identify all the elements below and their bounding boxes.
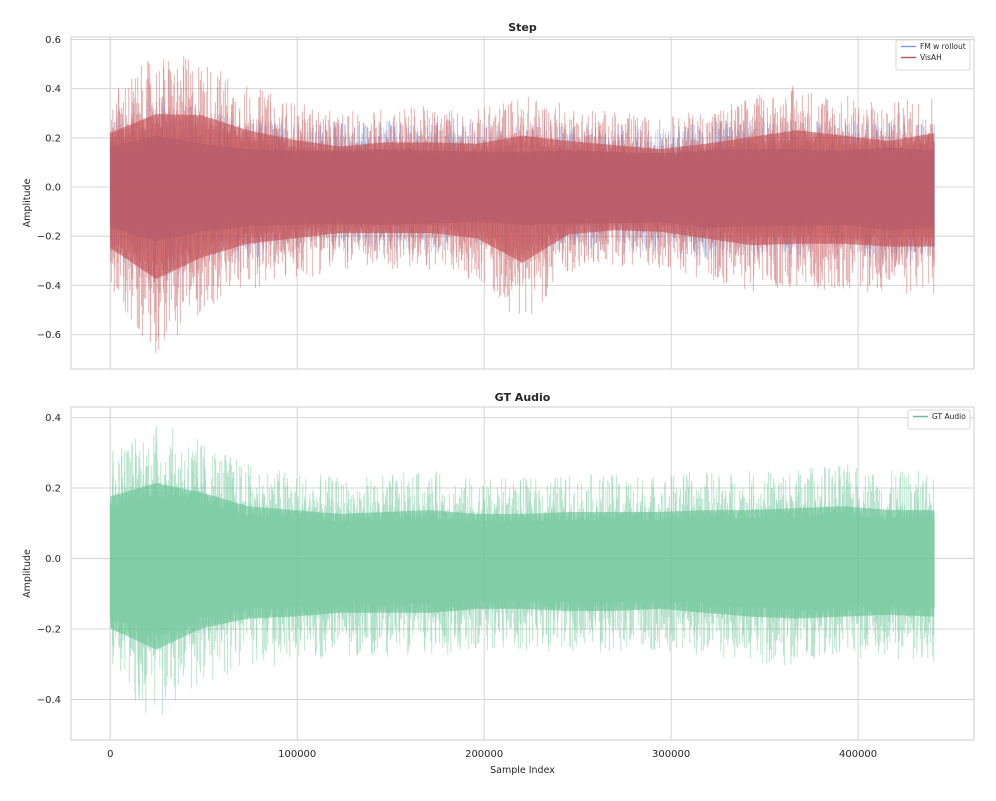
chart-title: Step [508,21,537,34]
y-tick-label: −0.4 [37,281,61,292]
y-tick-label: 0.4 [45,84,61,95]
y-tick-label: 0.2 [45,133,61,144]
legend: FM w rollout VisAH [895,39,971,71]
legend-label: GT Audio [932,412,966,421]
series-gt-audio [109,425,935,715]
x-tick-label: 300000 [652,749,690,760]
y-tick-label: 0.0 [45,183,61,194]
x-tick-label: 400000 [839,749,877,760]
x-tick-label: 0 [107,749,113,760]
legend-box [895,39,971,71]
x-tick-label: 200000 [465,749,503,760]
y-axis-label: Amplitude [22,179,33,228]
y-tick-label: 0.0 [45,554,61,565]
x-tick-label: 100000 [278,749,316,760]
chart-title: GT Audio [495,391,551,404]
y-tick-label: 0.2 [45,484,61,495]
y-tick-label: 0.6 [45,35,61,46]
chart-panel-2: −0.4 −0.2 0.0 0.2 0.4 0 100000 200000 300000 4000… [22,391,975,776]
series-spikes [109,56,935,354]
legend: GT Audio [907,409,971,430]
y-tick-label: −0.6 [37,330,61,341]
series-spikes [109,425,935,715]
y-axis-label: Amplitude [22,549,33,598]
y-tick-label: 0.4 [45,413,61,424]
series-visah [109,56,935,354]
legend-label: VisAH [920,53,942,62]
legend-label: FM w rollout [920,42,966,51]
legend-box [907,409,971,430]
x-axis-label: Sample Index [490,765,555,776]
y-tick-label: −0.2 [37,232,61,243]
y-tick-label: −0.2 [37,625,61,636]
chart-panel-1: −0.6 −0.4 −0.2 0.0 0.2 0.4 0.6 Step Amplitude FM … [22,21,975,370]
y-tick-label: −0.4 [37,695,61,706]
